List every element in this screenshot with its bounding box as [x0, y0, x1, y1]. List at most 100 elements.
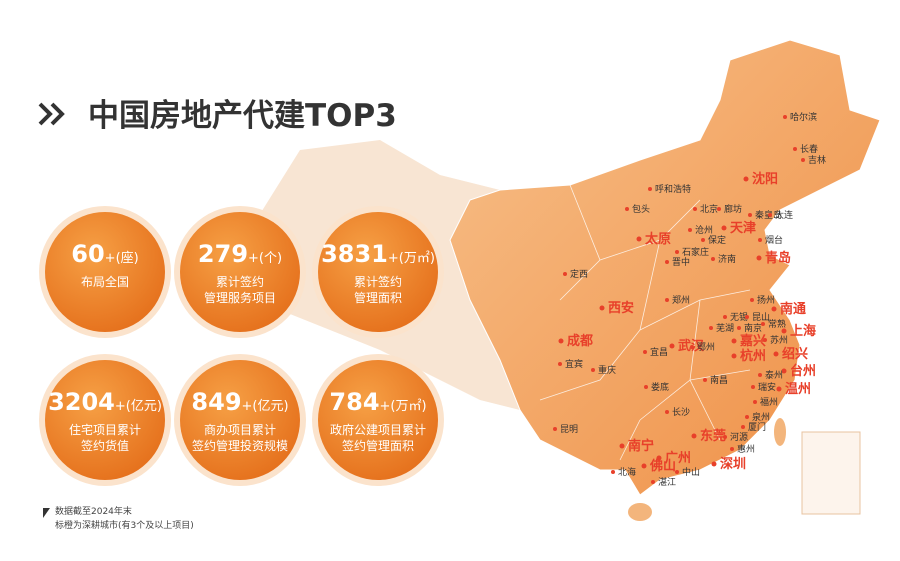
city: 济南 [718, 253, 736, 265]
province-borders [539, 184, 751, 461]
stat-unit: +(亿元) [242, 399, 289, 414]
city: 沧州 [695, 224, 713, 236]
city: 保定 [708, 234, 726, 246]
city-dot [665, 410, 669, 414]
stat-value: 3204 [48, 388, 115, 416]
highlighted-city: 成都 [567, 333, 593, 349]
title-icon [38, 102, 65, 126]
city-dot [690, 345, 694, 349]
city: 吉林 [808, 154, 826, 166]
city: 娄底 [651, 381, 669, 393]
stat-value-line: 3204+(亿元) [48, 388, 162, 416]
city-dot [773, 351, 779, 357]
stat-unit: +(座) [105, 251, 139, 266]
city: 常熟 [768, 318, 786, 330]
city-dot [669, 343, 675, 349]
stat-unit: +(万㎡) [388, 251, 435, 266]
stat-value: 3831 [321, 240, 388, 268]
city-dot [730, 447, 734, 451]
city-dot [793, 147, 797, 151]
stat-circle [318, 360, 438, 480]
city-dot [643, 350, 647, 354]
highlighted-city: 台州 [790, 363, 816, 379]
city-dot [625, 207, 629, 211]
city: 定西 [570, 268, 588, 280]
city-dot [761, 322, 765, 326]
stat-circle [180, 212, 300, 332]
city-dot [745, 315, 749, 319]
city-dot [703, 378, 707, 382]
stat-value: 784 [329, 388, 379, 416]
city: 瑞安 [758, 381, 776, 393]
south-sea-inset [801, 431, 861, 515]
city-dot [558, 362, 562, 366]
stat-unit: +(万㎡) [380, 399, 427, 414]
city-dot [751, 385, 755, 389]
stat-unit: +(个) [248, 251, 282, 266]
city: 长春 [800, 143, 818, 155]
city-dot [758, 373, 762, 377]
city-dot [781, 368, 787, 374]
city-dot [648, 187, 652, 191]
city-dot [721, 225, 727, 231]
city-dot [558, 338, 564, 344]
city-dot [758, 238, 762, 242]
city: 中山 [682, 466, 700, 478]
city-dot [763, 338, 767, 342]
stat-label: 累计签约 [216, 274, 264, 289]
stat-label: 签约货值 [81, 438, 129, 453]
stat-value-line: 60+(座) [71, 240, 138, 268]
city-dot [675, 250, 679, 254]
stat-label: 布局全国 [81, 274, 129, 289]
city-dot [709, 326, 713, 330]
highlighted-city: 上海 [790, 323, 816, 339]
city: 重庆 [598, 364, 616, 376]
city-dot [619, 443, 625, 449]
stat-label: 累计签约 [354, 274, 402, 289]
city-dot [688, 228, 692, 232]
city: 宜昌 [650, 346, 668, 358]
city-dot [768, 213, 772, 217]
city-dot [801, 158, 805, 162]
city-dot [743, 176, 749, 182]
city: 苏州 [770, 334, 788, 346]
city-dot [665, 298, 669, 302]
city: 呼和浩特 [655, 183, 691, 195]
stat-value-line: 3831+(万㎡) [321, 240, 435, 268]
footnote-marker [43, 508, 50, 518]
footnote: 标橙为深耕城市(有3个及以上项目) [55, 519, 194, 531]
city: 晋中 [672, 256, 690, 268]
city-dot [553, 427, 557, 431]
city-dot [781, 328, 787, 334]
city-dot [783, 115, 787, 119]
city: 福州 [760, 396, 778, 408]
city: 长沙 [672, 406, 690, 418]
stat-circle [180, 360, 300, 480]
city-dot [636, 236, 642, 242]
city-dot [750, 298, 754, 302]
highlighted-city: 绍兴 [782, 346, 808, 362]
city: 河源 [730, 431, 748, 443]
highlighted-city: 天津 [730, 220, 756, 236]
highlighted-city: 太原 [644, 231, 671, 247]
city-dot [771, 306, 777, 312]
city: 南京 [744, 322, 762, 334]
city-dot [756, 255, 762, 261]
highlighted-city: 沈阳 [752, 171, 778, 187]
stat-value: 60 [71, 240, 104, 268]
city: 惠州 [737, 443, 755, 455]
stat-circle [45, 212, 165, 332]
stat-label: 商办项目累计 [204, 422, 276, 437]
city-dot [693, 207, 697, 211]
city-dot [711, 461, 717, 467]
stat-label: 管理面积 [354, 290, 402, 305]
city: 无锡 [730, 312, 748, 323]
stat-label: 签约管理投资规模 [192, 438, 288, 453]
city: 泰州 [765, 369, 783, 381]
city-dot [753, 400, 757, 404]
highlighted-city: 深圳 [720, 456, 746, 472]
highlighted-city: 南宁 [628, 438, 654, 454]
stat-value: 279 [198, 240, 248, 268]
highlighted-city: 东莞 [700, 428, 726, 444]
